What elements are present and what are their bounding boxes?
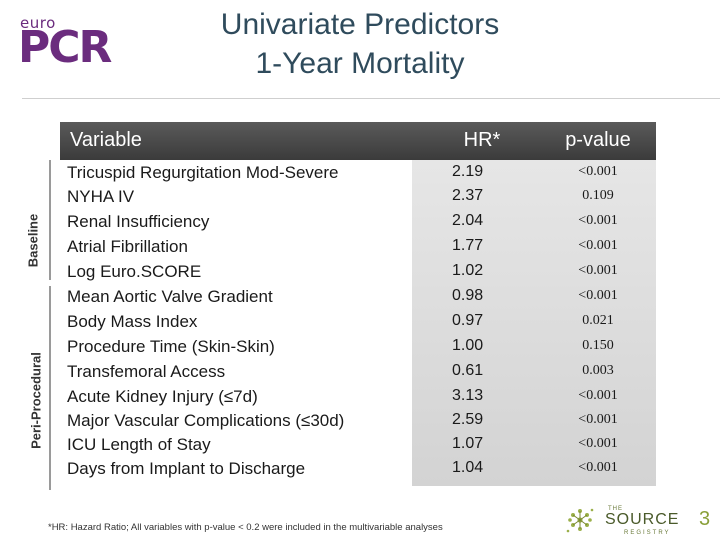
row-pvalue: <0.001 [578,412,618,427]
row-variable: Log Euro.SCORE [67,262,202,281]
row-variable: Acute Kidney Injury (≤7d) [67,387,258,406]
row-pvalue: <0.001 [578,436,618,451]
row-variable: Days from Implant to Discharge [67,459,306,478]
row-variable: Major Vascular Complications (≤30d) [67,411,345,430]
header-variable: Variable [70,129,142,151]
table-values-column [412,160,656,486]
periprocedural-bracket [49,286,51,490]
table-row: Acute Kidney Injury (≤7d) 3.13 <0.001 [60,387,656,411]
table-row: Body Mass Index 0.97 0.021 [60,312,656,336]
footnote: *HR: Hazard Ratio; All variables with p-… [48,522,443,533]
row-pvalue: <0.001 [578,164,618,179]
table-row: Tricuspid Regurgitation Mod-Severe 2.19 … [60,163,656,187]
row-hr: 0.61 [452,362,484,379]
row-pvalue: 0.021 [582,313,614,328]
row-pvalue: 0.150 [582,338,614,353]
row-hr: 1.07 [452,435,484,452]
sunburst-icon [566,508,594,533]
header-hr: HR* [463,129,501,151]
table-row: Log Euro.SCORE 1.02 <0.001 [60,262,656,286]
table-row: Mean Aortic Valve Gradient 0.98 <0.001 [60,287,656,311]
row-pvalue: <0.001 [578,238,618,253]
row-hr: 2.04 [452,212,484,229]
slide-title-line1: Univariate Predictors [220,8,500,41]
source-logo-the: THE [608,506,623,512]
table-row: ICU Length of Stay 1.07 <0.001 [60,435,656,459]
row-pvalue: <0.001 [578,460,618,475]
table-row: Renal Insufficiency 2.04 <0.001 [60,212,656,236]
table-row: Transfemoral Access 0.61 0.003 [60,362,656,386]
row-hr: 1.00 [452,337,484,354]
row-variable: NYHA IV [67,187,135,206]
row-pvalue: <0.001 [578,213,618,228]
row-variable: Procedure Time (Skin-Skin) [67,337,275,356]
table-row: Days from Implant to Discharge 1.04 <0.0… [60,459,656,483]
row-hr: 0.97 [452,312,484,329]
section-label-periprocedural: Peri-Procedural [28,352,44,449]
baseline-bracket [49,160,51,280]
row-variable: Mean Aortic Valve Gradient [67,287,273,306]
source-logo-name: SOURCE [605,511,680,528]
row-pvalue: 0.109 [582,188,614,203]
row-hr: 0.98 [452,287,484,304]
title-divider [22,98,720,99]
row-variable: ICU Length of Stay [67,435,211,454]
logo-pcr-text: PCR [18,22,112,73]
table-row: Procedure Time (Skin-Skin) 1.00 0.150 [60,337,656,361]
row-hr: 2.19 [452,163,484,180]
row-pvalue: <0.001 [578,388,618,403]
row-hr: 1.04 [452,459,484,476]
logo-euro-text: euro [20,14,56,32]
table-row: NYHA IV 2.37 0.109 [60,187,656,211]
row-hr: 3.13 [452,387,484,404]
table-header: Variable HR* p-value [60,122,656,160]
row-variable: Renal Insufficiency [67,212,210,231]
row-variable: Transfemoral Access [67,362,226,381]
row-variable: Body Mass Index [67,312,198,331]
row-pvalue: <0.001 [578,263,618,278]
table-row: Atrial Fibrillation 1.77 <0.001 [60,237,656,261]
table-row: Major Vascular Complications (≤30d) 2.59… [60,411,656,435]
row-pvalue: <0.001 [578,288,618,303]
source-logo-registry: REGISTRY [624,530,671,536]
row-variable: Atrial Fibrillation [67,237,188,256]
row-hr: 2.37 [452,187,484,204]
source-logo-number: 3 [699,508,711,530]
row-pvalue: 0.003 [582,363,614,378]
row-hr: 2.59 [452,411,484,428]
row-hr: 1.77 [452,237,484,254]
header-pvalue: p-value [565,129,631,151]
row-hr: 1.02 [452,262,484,279]
row-variable: Tricuspid Regurgitation Mod-Severe [67,163,339,182]
slide-title-line2: 1-Year Mortality [255,47,465,80]
section-label-baseline: Baseline [25,213,41,268]
table-variable-column [60,160,412,486]
